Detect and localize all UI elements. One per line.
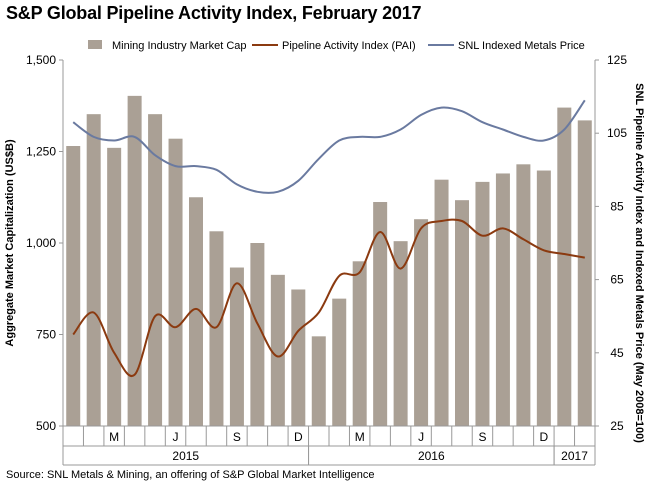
market-cap-bar xyxy=(557,107,572,426)
legend-label: SNL Indexed Metals Price xyxy=(458,40,585,52)
x-year-label: 2015 xyxy=(172,449,199,463)
market-cap-bar xyxy=(229,267,244,426)
market-cap-bar xyxy=(209,231,224,426)
left-tick-label: 500 xyxy=(36,419,56,433)
left-tick-label: 1,250 xyxy=(26,145,56,159)
x-month-label: J xyxy=(418,430,424,444)
right-tick-label: 65 xyxy=(610,273,624,287)
market-cap-bar xyxy=(148,114,163,426)
pai-line xyxy=(72,218,585,378)
x-year-label: 2017 xyxy=(561,449,588,463)
market-cap-bar xyxy=(577,120,592,426)
market-cap-bar xyxy=(373,202,388,426)
right-tick-label: 125 xyxy=(607,53,627,67)
x-month-label: S xyxy=(233,430,241,444)
right-tick-label: 25 xyxy=(610,419,624,433)
market-cap-bar xyxy=(189,197,203,426)
market-cap-bar xyxy=(495,173,510,426)
x-month-label: M xyxy=(355,430,365,444)
market-cap-bar xyxy=(127,95,142,427)
market-cap-bar xyxy=(536,170,551,426)
right-tick-label: 85 xyxy=(610,199,624,213)
x-month-label: D xyxy=(294,430,303,444)
left-tick-label: 1,500 xyxy=(26,53,56,67)
market-cap-bar xyxy=(434,179,449,426)
x-month-label: M xyxy=(109,430,119,444)
chart-title: S&P Global Pipeline Activity Index, Febr… xyxy=(6,3,422,23)
legend-label: Pipeline Activity Index (PAI) xyxy=(282,40,416,52)
market-cap-bar xyxy=(270,274,285,426)
market-cap-bar xyxy=(475,181,490,426)
market-cap-bar xyxy=(250,243,265,426)
x-year-label: 2016 xyxy=(418,449,445,463)
market-cap-bar xyxy=(66,146,81,426)
market-cap-bar xyxy=(291,289,306,426)
metals-price-line xyxy=(72,99,586,194)
right-axis-title: SNL Pipeline Activity Index and Indexed … xyxy=(633,83,645,443)
axes: 500 750 1,000 1,250 1,500 25 45 65 85 105 125 Aggre… xyxy=(4,53,645,466)
market-cap-bars xyxy=(66,95,592,427)
market-cap-bar xyxy=(414,219,429,426)
source-note: Source: SNL Metals & Mining, an offering… xyxy=(6,469,375,481)
x-month-label: J xyxy=(173,430,179,444)
market-cap-bar xyxy=(107,147,122,426)
right-tick-label: 105 xyxy=(607,126,627,140)
x-month-label: D xyxy=(540,430,549,444)
left-tick-label: 750 xyxy=(36,328,56,342)
market-cap-bar xyxy=(311,336,326,426)
line-series xyxy=(72,99,586,378)
market-cap-bar xyxy=(393,241,408,426)
market-cap-bar xyxy=(516,164,531,426)
x-month-label: S xyxy=(478,430,486,444)
market-cap-bar xyxy=(455,200,469,426)
left-axis-title: Aggregate Market Capitalization (US$B) xyxy=(4,139,16,347)
right-tick-label: 45 xyxy=(610,346,624,360)
market-cap-bar xyxy=(332,298,347,426)
left-tick-label: 1,000 xyxy=(26,236,56,250)
legend-label: Mining Industry Market Cap xyxy=(112,40,247,52)
market-cap-bar xyxy=(352,261,367,426)
market-cap-bar xyxy=(86,114,101,426)
legend-key-market-cap xyxy=(88,40,102,49)
legend: Mining Industry Market Cap Pipeline Activ… xyxy=(88,40,585,52)
market-cap-bar xyxy=(168,138,183,426)
